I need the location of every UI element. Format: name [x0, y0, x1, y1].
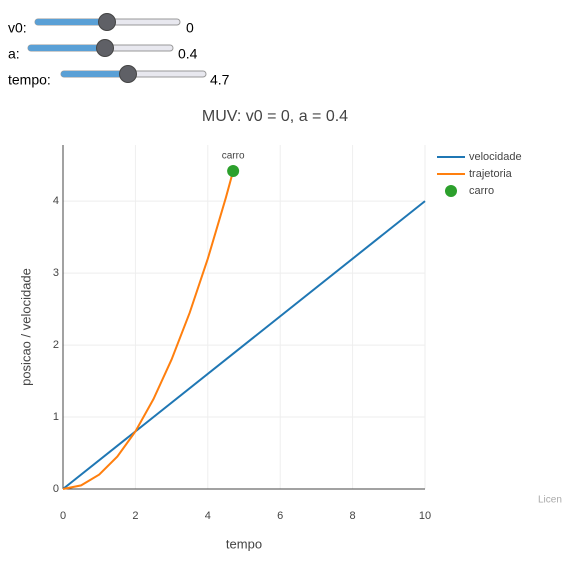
slider-value: 4.7 [210, 72, 230, 88]
slider-value: 0 [186, 20, 194, 36]
slider-fill [28, 45, 105, 51]
x-tick-label: 6 [277, 510, 283, 522]
legend-label: trajetoria [469, 168, 513, 180]
slider-fill [61, 71, 128, 77]
slider-a[interactable]: a: 0.4 [8, 39, 198, 62]
x-tick-label: 0 [60, 510, 66, 522]
y-tick-label: 3 [53, 267, 59, 279]
point [227, 165, 240, 178]
point-label: carro [222, 151, 245, 162]
footer-link[interactable]: Licen [538, 495, 562, 506]
slider-value: 0.4 [178, 46, 198, 62]
series-line [62, 200, 426, 490]
x-tick-label: 10 [419, 510, 431, 522]
slider-label: a: [8, 46, 20, 62]
y-tick-label: 2 [53, 339, 59, 351]
slider-knob[interactable] [119, 65, 137, 83]
x-axis-label: tempo [226, 536, 262, 551]
slider-label: tempo: [8, 72, 51, 88]
y-tick-label: 4 [53, 195, 59, 207]
slider-label: v0: [8, 20, 27, 36]
legend-swatch [445, 185, 457, 197]
legend-label: carro [469, 185, 494, 197]
x-tick-label: 2 [132, 510, 138, 522]
slider-knob[interactable] [96, 39, 114, 57]
legend-label: velocidade [469, 151, 522, 163]
slider-fill [35, 19, 107, 25]
x-tick-label: 8 [350, 510, 356, 522]
y-tick-label: 0 [53, 483, 59, 495]
x-tick-label: 4 [205, 510, 211, 522]
series-line [62, 170, 235, 490]
chart-title: MUV: v0 = 0, a = 0.4 [202, 108, 348, 125]
slider-knob[interactable] [98, 13, 116, 31]
y-axis-label: posicao / velocidade [18, 268, 33, 386]
y-tick-label: 1 [53, 411, 59, 423]
slider-tempo[interactable]: tempo: 4.7 [8, 65, 230, 88]
slider-v0[interactable]: v0: 0 [8, 13, 194, 36]
